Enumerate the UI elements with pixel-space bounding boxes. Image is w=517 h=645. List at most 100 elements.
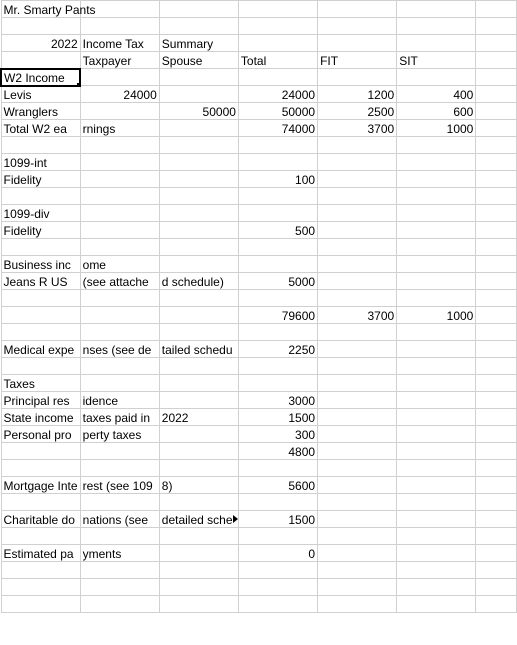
cell[interactable] (318, 494, 397, 511)
cell[interactable] (397, 426, 476, 443)
cell[interactable] (318, 35, 397, 52)
cell[interactable] (238, 460, 317, 477)
cell[interactable] (476, 35, 517, 52)
cell-label[interactable]: idence (80, 392, 159, 409)
cell-label[interactable]: 1099-int (1, 154, 80, 171)
cell[interactable] (318, 222, 397, 239)
cell[interactable] (476, 494, 517, 511)
cell[interactable] (476, 358, 517, 375)
cell[interactable] (476, 579, 517, 596)
cell[interactable] (476, 511, 517, 528)
cell[interactable] (159, 443, 238, 460)
cell[interactable] (1, 358, 80, 375)
cell[interactable] (476, 120, 517, 137)
cell[interactable] (238, 375, 317, 392)
cell-val[interactable]: 5600 (238, 477, 317, 494)
cell[interactable] (318, 545, 397, 562)
cell[interactable] (318, 154, 397, 171)
cell[interactable] (238, 596, 317, 613)
cell-val[interactable]: 500 (238, 222, 317, 239)
cell[interactable] (397, 562, 476, 579)
cell[interactable] (476, 460, 517, 477)
cell[interactable] (80, 171, 159, 188)
cell[interactable] (397, 579, 476, 596)
cell-label[interactable]: taxes paid in (80, 409, 159, 426)
cell[interactable] (476, 562, 517, 579)
cell-label[interactable]: 2022 (159, 409, 238, 426)
cell-val[interactable]: 100 (238, 171, 317, 188)
cell[interactable] (318, 596, 397, 613)
cell[interactable] (238, 154, 317, 171)
cell-sub-b[interactable]: Summary (159, 35, 238, 52)
cell-val[interactable]: 79600 (238, 307, 317, 324)
cell[interactable] (318, 69, 397, 86)
cell[interactable] (80, 375, 159, 392)
cell[interactable] (397, 273, 476, 290)
cell[interactable] (1, 137, 80, 154)
cell[interactable] (159, 86, 238, 103)
cell[interactable] (397, 290, 476, 307)
cell-val[interactable]: 74000 (238, 120, 317, 137)
cell[interactable] (1, 324, 80, 341)
cell[interactable] (397, 1, 476, 18)
cell-label[interactable]: Personal pro (1, 426, 80, 443)
cell[interactable] (476, 1, 517, 18)
cell[interactable] (159, 188, 238, 205)
cell[interactable] (1, 562, 80, 579)
cell[interactable] (397, 222, 476, 239)
cell[interactable] (476, 596, 517, 613)
cell[interactable] (397, 205, 476, 222)
cell[interactable] (397, 35, 476, 52)
cell-val[interactable]: 3700 (318, 307, 397, 324)
cell-title[interactable]: Mr. Smarty Pants (1, 1, 80, 18)
cell-val[interactable]: 600 (397, 103, 476, 120)
cell[interactable] (159, 528, 238, 545)
cell-val[interactable]: 0 (238, 545, 317, 562)
cell-val[interactable]: 50000 (238, 103, 317, 120)
cell[interactable] (476, 239, 517, 256)
cell[interactable] (238, 69, 317, 86)
cell[interactable] (397, 477, 476, 494)
cell[interactable] (1, 239, 80, 256)
cell[interactable] (397, 460, 476, 477)
cell-label[interactable]: d schedule) (159, 273, 238, 290)
cell[interactable] (159, 120, 238, 137)
cell[interactable] (318, 205, 397, 222)
cell[interactable] (80, 528, 159, 545)
cell[interactable] (476, 528, 517, 545)
cell[interactable] (397, 324, 476, 341)
cell[interactable] (318, 171, 397, 188)
cell[interactable] (397, 239, 476, 256)
cell[interactable] (476, 18, 517, 35)
cell-label[interactable]: Principal res (1, 392, 80, 409)
cell[interactable] (238, 18, 317, 35)
cell[interactable] (476, 290, 517, 307)
cell[interactable] (476, 392, 517, 409)
cell[interactable] (80, 103, 159, 120)
cell-val[interactable]: 3000 (238, 392, 317, 409)
cell[interactable] (238, 358, 317, 375)
cell[interactable] (159, 596, 238, 613)
cell[interactable] (80, 324, 159, 341)
cell[interactable] (80, 69, 159, 86)
cell[interactable] (1, 307, 80, 324)
cell[interactable] (80, 239, 159, 256)
cell[interactable] (318, 239, 397, 256)
cell[interactable] (159, 154, 238, 171)
cell-val[interactable]: 1000 (397, 120, 476, 137)
cell[interactable] (159, 392, 238, 409)
cell-label[interactable]: Mortgage Inte (1, 477, 80, 494)
cell-label[interactable]: Jeans R US (1, 273, 80, 290)
cell[interactable] (159, 239, 238, 256)
cell[interactable] (238, 528, 317, 545)
cell[interactable] (159, 256, 238, 273)
cell-label[interactable]: tailed schedu (159, 341, 238, 358)
cell[interactable] (476, 341, 517, 358)
cell[interactable] (238, 579, 317, 596)
cell[interactable] (1, 460, 80, 477)
cell-label[interactable]: ome (80, 256, 159, 273)
cell[interactable] (397, 154, 476, 171)
cell[interactable] (80, 137, 159, 154)
cell-val[interactable]: 24000 (238, 86, 317, 103)
cell-val[interactable]: 2500 (318, 103, 397, 120)
